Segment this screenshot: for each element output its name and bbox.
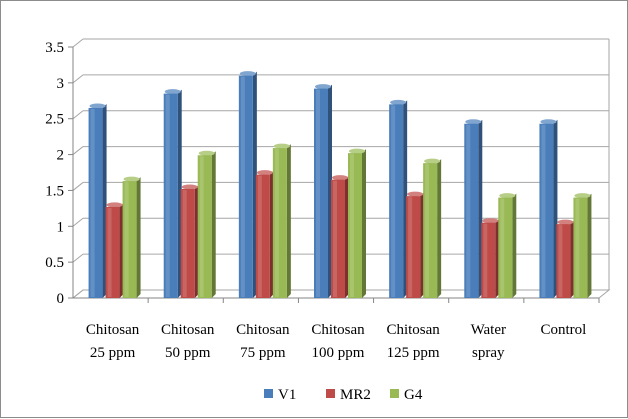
bar-mr2-top [482, 218, 499, 224]
bar-g4-highlight [500, 198, 505, 297]
bar-v1-highlight [165, 94, 170, 297]
legend-swatch-g4 [390, 389, 399, 398]
legend-swatch-mr2 [326, 389, 335, 398]
y-tick-label: 1 [57, 219, 65, 235]
bar-v1-top [315, 84, 331, 90]
bar-mr2-top [332, 175, 348, 181]
bar-v1-top [390, 99, 407, 105]
bar-mr2-highlight [483, 223, 488, 297]
bar-v1-top [540, 119, 557, 125]
bar-g4-highlight [350, 154, 354, 297]
bar-mr2-highlight [558, 225, 563, 297]
bar-mr2-top [106, 202, 123, 208]
x-category-label: spray [472, 345, 505, 361]
bar-v1-highlight [391, 105, 396, 297]
x-category-label: Chitosan [161, 322, 215, 338]
grid-depth-line [72, 38, 84, 48]
x-category-label: Chitosan [86, 322, 140, 338]
bar-g4-top [123, 176, 140, 182]
grid-depth-line [72, 253, 84, 263]
y-tick-label: 1.5 [45, 183, 64, 199]
bar-g4-top [349, 148, 365, 154]
bar-mr2-top [181, 184, 198, 190]
bar-g4-side [437, 159, 442, 298]
y-tick-label: 3 [57, 76, 65, 92]
y-tick-label: 2 [57, 148, 65, 164]
bar-v1-highlight [240, 76, 245, 297]
y-tick-label: 0 [57, 291, 65, 307]
bar-g4-top [273, 143, 290, 149]
x-category-label: 25 ppm [90, 345, 136, 361]
bar-g4-highlight [575, 198, 580, 297]
x-category-label: 50 ppm [165, 345, 211, 361]
bar-mr2-top [557, 219, 574, 225]
grid-depth-line [72, 182, 84, 191]
bar-g4-top [574, 193, 591, 199]
bar-g4-side [286, 144, 291, 298]
bar-v1-highlight [90, 108, 95, 297]
x-category-label: Water [471, 322, 506, 338]
x-category-label: Chitosan [386, 322, 440, 338]
bar-mr2-highlight [182, 189, 187, 297]
bar-mr2-highlight [408, 197, 413, 297]
bar-v1-highlight [316, 89, 320, 297]
bar-mr2-highlight [257, 175, 262, 297]
grid-depth-line [72, 110, 84, 120]
bar-g4-highlight [124, 182, 129, 297]
legend-swatch-v1 [264, 389, 273, 398]
x-category-label: 125 ppm [387, 345, 440, 361]
bar-v1-top [89, 103, 106, 109]
x-category-label: 75 ppm [240, 345, 286, 361]
bar-v1-highlight [541, 124, 546, 297]
bar-g4-highlight [425, 164, 430, 297]
bar-mr2-top [407, 191, 424, 197]
bar-v1-top [465, 119, 482, 125]
grid-depth-line [72, 74, 84, 84]
bar-g4-side [512, 193, 517, 298]
y-tick-label: 2.5 [45, 112, 64, 128]
bar-mr2-highlight [333, 180, 337, 297]
grid-depth-line [72, 217, 84, 227]
y-tick-label: 3.5 [45, 40, 64, 56]
bar-mr2-top [256, 170, 273, 176]
x-category-label: 100 ppm [312, 345, 365, 361]
bar-g4-highlight [199, 156, 204, 297]
legend-label-v1: V1 [278, 387, 296, 403]
bar-g4-highlight [274, 149, 279, 297]
bar-v1-top [164, 89, 181, 95]
legend-label-g4: G4 [404, 387, 423, 403]
bar-g4-side [211, 151, 216, 298]
x-category-label: Control [541, 322, 587, 338]
bar-g4-top [198, 150, 215, 156]
x-category-label: Chitosan [236, 322, 290, 338]
bar-g4-side [362, 149, 366, 298]
bar-g4-top [424, 158, 441, 164]
bar-g4-side [136, 177, 141, 298]
bar-mr2-highlight [107, 207, 112, 297]
x-category-label: Chitosan [311, 322, 365, 338]
bar-v1-top [239, 71, 256, 77]
bar-g4-top [499, 193, 516, 199]
bar-g4-side [587, 193, 592, 298]
legend-label-mr2: MR2 [340, 387, 371, 403]
y-tick-label: 0.5 [45, 255, 64, 271]
grid-depth-line [72, 146, 84, 155]
bar-v1-highlight [466, 124, 471, 297]
